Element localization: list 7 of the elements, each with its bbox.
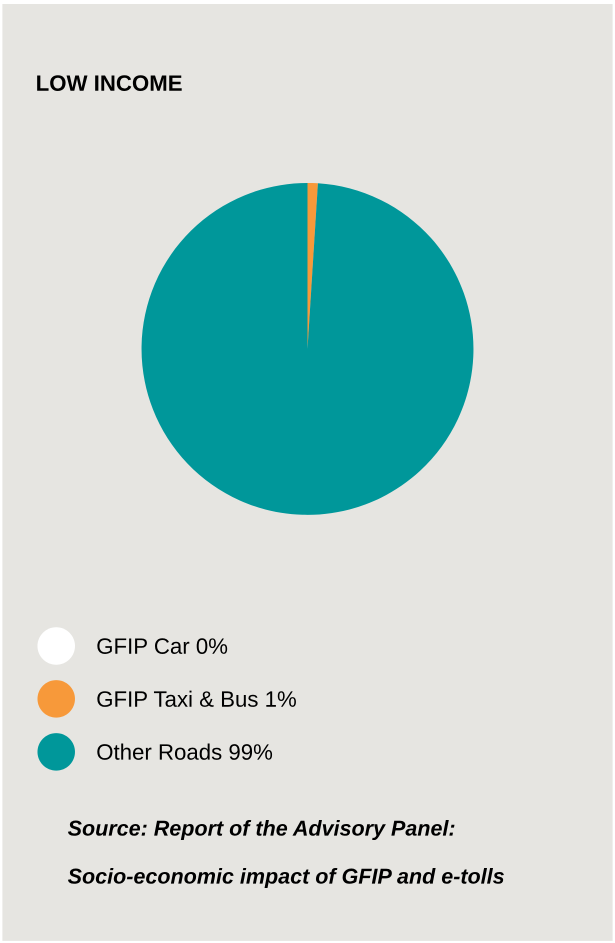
source-note: Source: Report of the Advisory Panel: <box>68 820 455 840</box>
legend-label: GFIP Car 0% <box>97 638 228 654</box>
legend-label: Other Roads 99% <box>97 744 272 760</box>
chart-title: LOW INCOME <box>37 75 182 91</box>
text: Socio-economic impact of GFIP and e-tolls <box>68 868 504 888</box>
legend-label: GFIP Taxi & Bus 1% <box>97 690 296 707</box>
pie-slice <box>142 182 474 515</box>
